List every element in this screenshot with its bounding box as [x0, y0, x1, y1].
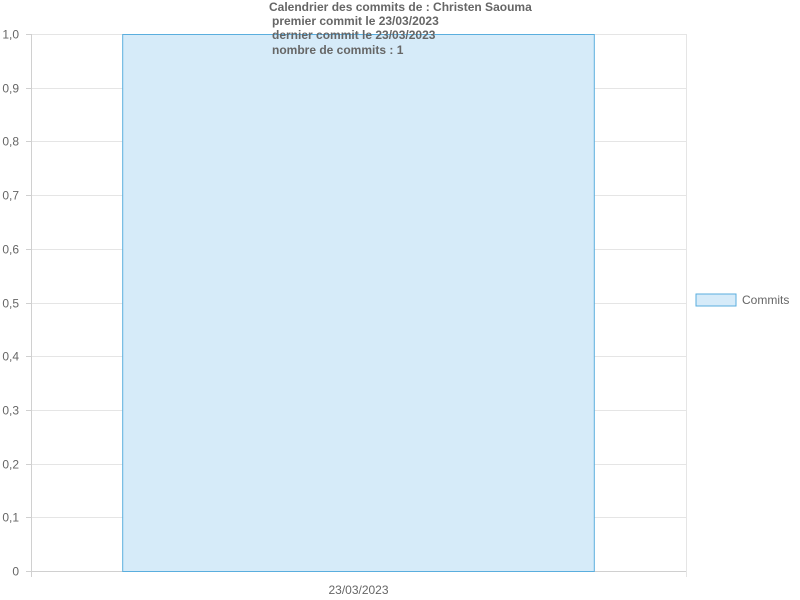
title-line-1: Calendrier des commits de : Christen Sao… — [269, 0, 532, 14]
title-line-3: dernier commit le 23/03/2023 — [272, 28, 436, 42]
y-axis: 0 0,1 0,2 0,3 0,4 0,5 0,6 0,7 0,8 0,9 1,0 — [2, 28, 31, 579]
y-tick-label: 0,2 — [2, 458, 19, 472]
y-tick-label: 0,6 — [2, 243, 19, 257]
y-tick-label: 0,8 — [2, 135, 19, 149]
bars — [122, 34, 595, 572]
y-tick-label: 0,7 — [2, 189, 19, 203]
chart-title: Calendrier des commits de : Christen Sao… — [269, 0, 532, 57]
legend-swatch-commits — [695, 293, 737, 307]
bar-23/03/2023 — [122, 34, 595, 572]
legend: Commits — [695, 293, 789, 307]
y-tick-label: 1,0 — [2, 28, 19, 42]
title-line-4: nombre de commits : 1 — [272, 43, 404, 57]
y-tick-label: 0 — [12, 565, 19, 579]
y-tick-label: 0,9 — [2, 82, 19, 96]
y-tick-label: 0,3 — [2, 404, 19, 418]
y-tick-label: 0,1 — [2, 511, 19, 525]
y-tick-label: 0,4 — [2, 350, 19, 364]
y-tick-label: 0,5 — [2, 297, 19, 311]
x-tick-label: 23/03/2023 — [328, 583, 388, 597]
title-line-2: premier commit le 23/03/2023 — [272, 14, 439, 28]
legend-label-commits: Commits — [742, 293, 789, 307]
x-axis: 23/03/2023 — [328, 583, 388, 597]
